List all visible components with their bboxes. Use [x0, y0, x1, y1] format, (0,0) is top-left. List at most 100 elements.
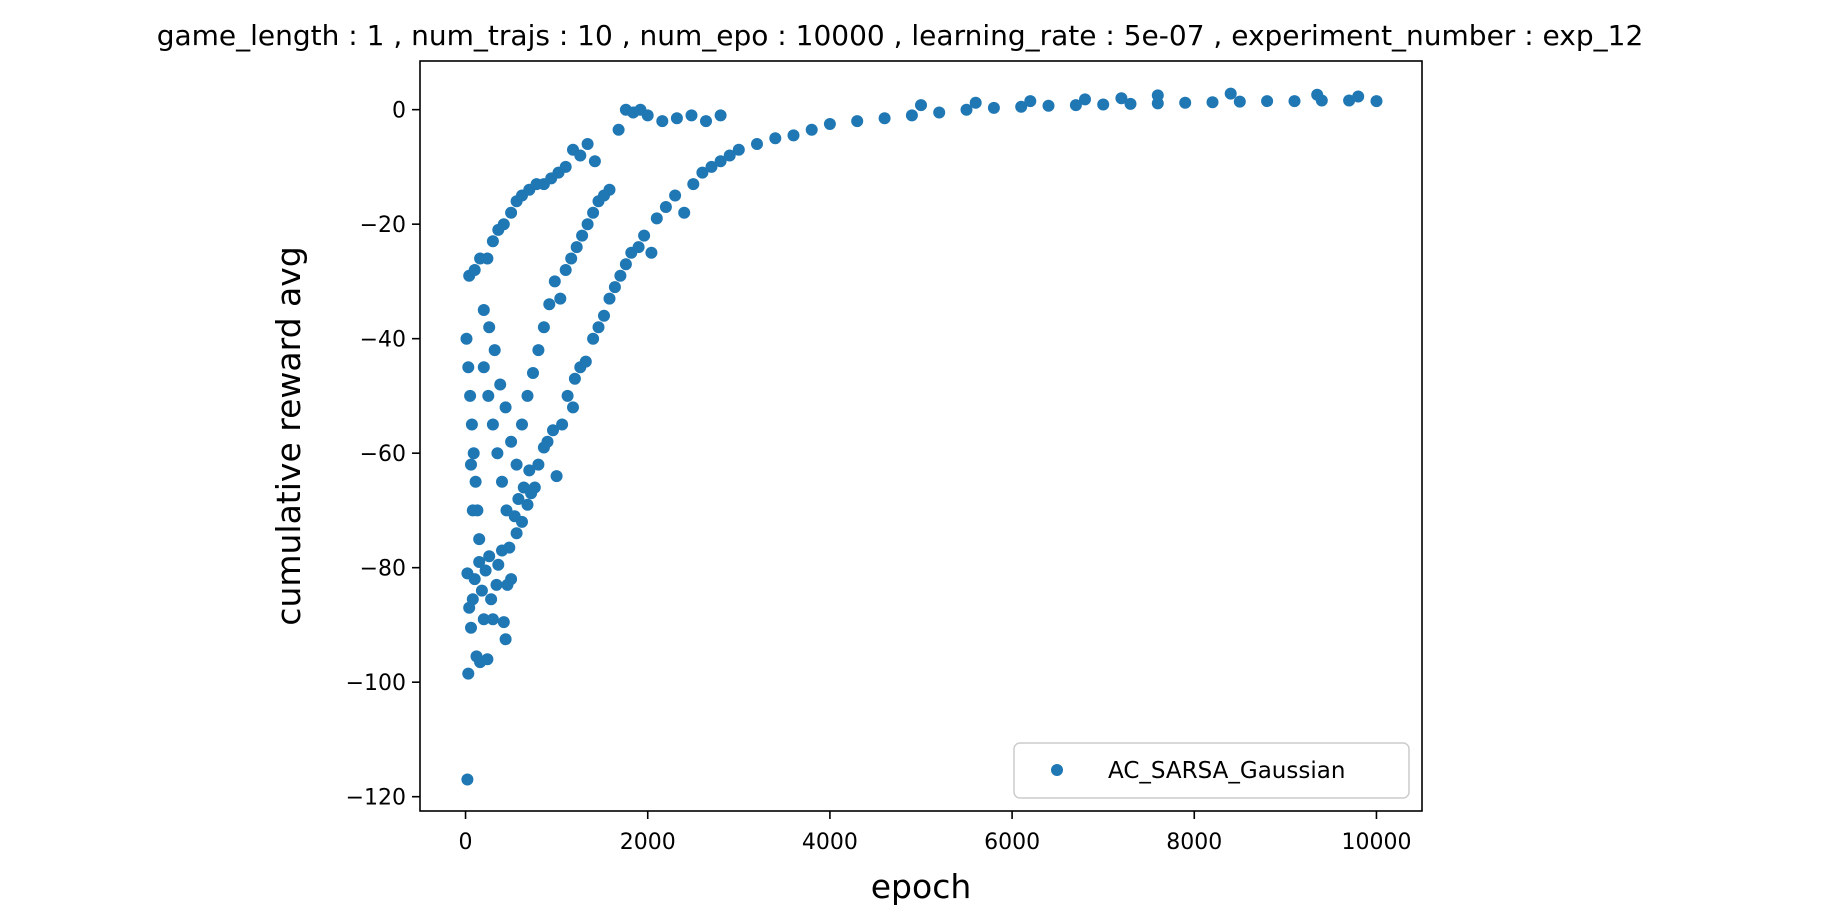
- x-axis-label: epoch: [871, 867, 972, 906]
- x-axis-ticks: 0 2000 4000 6000 8000 10000: [459, 811, 1411, 855]
- data-point: [1079, 93, 1091, 106]
- data-point: [1179, 96, 1192, 109]
- legend-marker: [1051, 764, 1063, 776]
- data-point: [468, 264, 481, 276]
- data-point: [532, 458, 545, 471]
- data-point: [587, 332, 600, 345]
- data-point: [468, 573, 481, 586]
- data-point: [678, 206, 691, 219]
- data-point: [481, 252, 494, 265]
- data-point: [1115, 92, 1128, 105]
- data-point: [650, 212, 663, 225]
- y-tick-label: −100: [346, 671, 406, 696]
- data-point: [501, 578, 514, 591]
- data-point: [466, 504, 479, 517]
- data-point: [461, 773, 474, 786]
- y-tick-label: −60: [360, 442, 406, 467]
- data-point: [619, 258, 632, 271]
- x-tick-label: 10000: [1341, 830, 1411, 855]
- data-point: [554, 292, 567, 305]
- data-point: [464, 389, 477, 402]
- data-point: [521, 389, 534, 402]
- data-point: [492, 558, 505, 571]
- data-point: [559, 264, 572, 276]
- data-point: [1343, 94, 1356, 107]
- data-point: [960, 103, 973, 116]
- data-point: [527, 367, 539, 379]
- data-point: [490, 578, 503, 591]
- data-point: [494, 378, 507, 391]
- data-point: [612, 123, 625, 136]
- data-point: [1261, 95, 1274, 108]
- data-point: [581, 218, 594, 231]
- data-point: [905, 109, 918, 122]
- x-tick-label: 6000: [984, 830, 1040, 855]
- data-point: [503, 541, 516, 554]
- data-point: [723, 149, 736, 162]
- data-point: [486, 613, 499, 626]
- data-point: [1288, 95, 1301, 108]
- data-point: [1069, 99, 1082, 112]
- data-point: [462, 667, 475, 680]
- data-point: [687, 178, 700, 191]
- data-point: [659, 201, 672, 213]
- y-tick-label: −120: [346, 786, 406, 811]
- data-point: [547, 424, 559, 437]
- data-point: [787, 129, 800, 142]
- data-point: [1370, 95, 1383, 108]
- data-point: [505, 206, 518, 219]
- chart-title: game_length : 1 , num_trajs : 10 , num_e…: [157, 19, 1644, 52]
- data-point: [567, 401, 579, 414]
- data-point: [496, 475, 508, 488]
- data-point: [465, 418, 478, 431]
- data-point: [477, 361, 490, 374]
- data-point: [550, 470, 563, 483]
- data-point: [1097, 98, 1110, 111]
- data-point: [579, 355, 592, 368]
- data-point: [608, 281, 621, 294]
- data-point: [632, 241, 645, 254]
- data-point: [485, 593, 498, 606]
- data-point: [460, 332, 473, 345]
- data-point: [714, 155, 727, 168]
- legend: AC_SARSA_Gaussian: [1013, 742, 1410, 799]
- data-point: [473, 556, 486, 568]
- data-point: [603, 292, 616, 305]
- data-point: [568, 372, 581, 385]
- data-point: [523, 464, 536, 477]
- data-point: [1151, 89, 1164, 102]
- y-tick-label: 0: [392, 99, 406, 124]
- data-point: [559, 160, 572, 173]
- data-point: [570, 241, 583, 254]
- data-point: [469, 475, 482, 488]
- data-point: [581, 138, 594, 150]
- x-tick-label: 8000: [1166, 830, 1222, 855]
- data-point: [670, 112, 683, 125]
- data-point: [603, 183, 616, 196]
- x-tick-label: 0: [459, 830, 473, 855]
- x-tick-label: 4000: [802, 830, 858, 855]
- data-point: [565, 252, 578, 265]
- data-point: [705, 160, 718, 173]
- data-point: [465, 621, 477, 634]
- data-point: [751, 138, 763, 150]
- data-point: [473, 533, 486, 546]
- data-point: [497, 218, 510, 231]
- data-point: [510, 527, 523, 540]
- data-point: [587, 206, 600, 219]
- data-point: [477, 304, 490, 316]
- data-point: [483, 321, 496, 334]
- data-point: [481, 653, 494, 666]
- legend-frame: [1013, 742, 1410, 799]
- y-tick-label: −80: [360, 557, 406, 582]
- data-point: [641, 109, 654, 122]
- data-point: [1311, 88, 1324, 101]
- data-point: [1024, 95, 1037, 108]
- data-point: [1233, 95, 1246, 108]
- data-point: [486, 418, 499, 431]
- data-point: [614, 269, 627, 282]
- data-point: [477, 613, 490, 626]
- data-point: [466, 593, 479, 606]
- data-point: [696, 166, 709, 179]
- data-point: [510, 458, 523, 471]
